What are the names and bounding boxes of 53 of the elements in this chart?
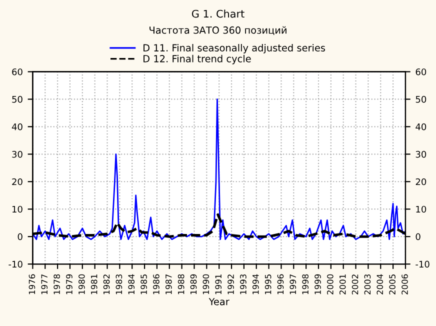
y2-tick-label: -10 — [416, 260, 430, 268]
x-tick-label: 1984 — [128, 274, 135, 294]
y2-tick-label: 40 — [416, 123, 426, 130]
x-tick-label: 1999 — [314, 274, 321, 294]
line-series — [32, 98, 406, 240]
y-tick-label: 40 — [12, 123, 22, 130]
x-tick-label: 1983 — [116, 274, 122, 294]
x-tick-label: 1998 — [302, 274, 308, 294]
y2-tick-label: 20 — [416, 178, 426, 186]
y-tick-label: 30 — [12, 150, 22, 158]
x-tick-label: 1991 — [215, 274, 222, 294]
y-tick-label: -10 — [8, 260, 22, 268]
x-axis-title: Year — [208, 298, 230, 306]
x-tick-label: 2005 — [389, 274, 396, 294]
x-tick-label: 1976 — [28, 274, 36, 294]
legend-label: D 12. Final trend cycle — [144, 54, 251, 64]
x-tick-label: 1985 — [140, 274, 147, 294]
chart-title: G 1. Chart — [192, 10, 244, 18]
y-tick-label: 10 — [12, 206, 22, 213]
x-tick-label: 1978 — [54, 274, 60, 294]
y2-tick-label: 0 — [416, 233, 420, 240]
y2-tick-label: 30 — [416, 150, 426, 158]
x-tick-label: 1995 — [264, 274, 272, 294]
x-tick-label: 1979 — [66, 274, 72, 294]
x-tick-label: 2006 — [402, 274, 408, 294]
x-tick-label: 1994 — [252, 274, 259, 294]
x-tick-label: 2000 — [327, 274, 334, 294]
y-tick-label: 20 — [12, 178, 22, 186]
x-tick-label: 2003 — [364, 274, 371, 294]
x-tick-label: 1982 — [103, 274, 110, 294]
x-tick-label: 2004 — [376, 274, 384, 294]
x-tick-label: 1992 — [228, 274, 234, 294]
y2-tick-label: 50 — [416, 96, 426, 103]
x-tick-label: 2002 — [352, 274, 358, 294]
chart-subtitle: Частота ЗАТО 360 позиций — [150, 26, 286, 35]
x-tick-label: 2001 — [339, 274, 346, 294]
x-tick-label: 1989 — [190, 274, 197, 294]
x-tick-label: 1993 — [240, 274, 246, 294]
y2-tick-label: 10 — [416, 206, 426, 213]
x-tick-label: 1997 — [290, 274, 296, 294]
y-tick-label: 0 — [18, 233, 22, 240]
x-tick-label: 1996 — [277, 274, 284, 294]
x-tick-label: 1981 — [90, 274, 98, 294]
x-tick-label: 1990 — [202, 274, 210, 294]
y2-tick-label: 60 — [416, 68, 426, 76]
x-tick-label: 1980 — [78, 274, 85, 294]
x-tick-label: 1988 — [178, 274, 184, 294]
x-tick-label: 1987 — [166, 274, 172, 294]
y-tick-label: 50 — [12, 96, 22, 103]
y-tick-label: 60 — [12, 68, 22, 76]
legend-label: D 11. Final seasonally adjusted series — [144, 44, 326, 54]
x-tick-label: 1977 — [41, 274, 48, 294]
x-tick-label: 1986 — [153, 274, 160, 294]
